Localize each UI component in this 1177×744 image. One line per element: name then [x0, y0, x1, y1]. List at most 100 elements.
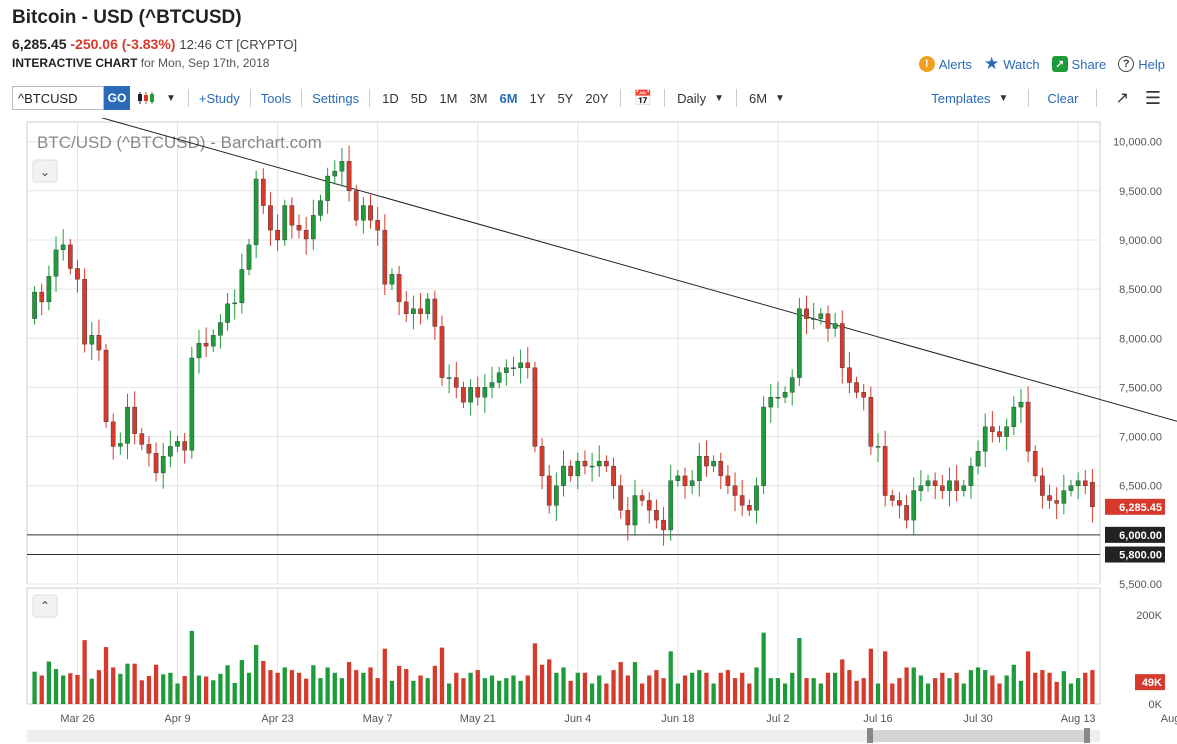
volume-bar	[625, 675, 630, 704]
volume-bar	[647, 675, 652, 704]
candle	[182, 441, 188, 451]
range-20y[interactable]: 20Y	[585, 90, 609, 106]
candle	[768, 397, 774, 408]
candle	[525, 362, 531, 368]
volume-bar	[668, 651, 673, 704]
share-button[interactable]: ↗ Share	[1051, 54, 1106, 74]
calendar-icon[interactable]: 📅	[633, 90, 653, 107]
candle	[696, 456, 702, 481]
volume-bar	[461, 678, 466, 704]
time-scrollbar[interactable]	[27, 730, 1100, 742]
volume-bar	[46, 661, 52, 704]
candle	[975, 451, 981, 467]
range-5d[interactable]: 5D	[410, 90, 428, 106]
volume-bar	[275, 672, 280, 704]
price-chart[interactable]: Mar 26 Apr 9 Apr 23 May 7 May 21 Jun 4 Jun 18 J…	[0, 88, 1177, 744]
volume-bar	[282, 667, 287, 704]
volume-bar	[82, 640, 87, 704]
tools-button[interactable]: Tools	[260, 90, 292, 106]
volume-bar	[146, 675, 152, 704]
candle	[218, 322, 223, 336]
volume-bar	[968, 670, 974, 704]
candle	[39, 291, 45, 303]
settings-button[interactable]: Settings	[312, 90, 360, 106]
volume-bar	[654, 670, 659, 704]
interval-dropdown[interactable]: Daily ▼	[671, 91, 730, 106]
range-1d[interactable]: 1D	[382, 90, 399, 106]
interactive-chart-label: INTERACTIVE CHART	[12, 56, 138, 70]
candle	[210, 335, 216, 347]
volume-bar	[439, 647, 445, 704]
candle	[897, 500, 902, 506]
candle	[260, 178, 266, 206]
volume-bar	[211, 680, 216, 704]
volume-bar	[804, 678, 809, 704]
volume-bar	[582, 672, 588, 704]
range-1m[interactable]: 1M	[439, 90, 458, 106]
help-button[interactable]: ? Help	[1118, 54, 1165, 74]
range-3m[interactable]: 3M	[469, 90, 488, 106]
chevron-down-icon: ▼	[714, 92, 724, 104]
x-tick-label: Mar 26	[60, 713, 94, 725]
candle	[889, 495, 895, 501]
menu-icon[interactable]: ☰	[1144, 87, 1161, 108]
volume-bar	[389, 680, 395, 704]
volume-bar	[554, 672, 559, 704]
volume-bar	[575, 672, 580, 704]
range-6m[interactable]: 6M	[499, 90, 518, 106]
volume-bar	[454, 672, 459, 704]
volume-bar	[239, 659, 244, 704]
add-study-button[interactable]: +Study	[198, 90, 240, 106]
volume-bar	[933, 678, 938, 704]
volume-tick-label: 0K	[1149, 699, 1163, 711]
candle	[118, 443, 123, 447]
watch-button[interactable]: ★ Watch	[984, 54, 1040, 74]
volume-bar	[525, 675, 530, 704]
candle	[775, 397, 781, 399]
scrollbar-thumb[interactable]	[870, 730, 1087, 742]
chart-area[interactable]: Mar 26 Apr 9 Apr 23 May 7 May 21 Jun 4 Jun 18 J…	[0, 88, 1177, 744]
templates-dropdown[interactable]: Templates ▼	[925, 91, 1014, 106]
volume-bar	[1090, 670, 1095, 704]
y-tick-label: 7,500.00	[1119, 382, 1162, 394]
alerts-button[interactable]: ! Alerts	[918, 54, 972, 74]
clear-button[interactable]: Clear	[1047, 90, 1079, 106]
candle	[632, 495, 638, 526]
help-icon: ?	[1118, 56, 1135, 72]
volume-bar	[832, 672, 838, 704]
price-tag-label: 6,285.45	[1119, 502, 1162, 514]
volume-bar	[1040, 670, 1045, 704]
range-1y[interactable]: 1Y	[529, 90, 546, 106]
volume-collapse-button[interactable]	[32, 594, 58, 618]
expand-icon[interactable]: ↗	[1115, 90, 1129, 107]
candle	[82, 279, 87, 345]
volume-bar	[682, 675, 688, 704]
price-tag	[1105, 498, 1165, 515]
chart-type-dropdown[interactable]: ▼	[130, 91, 182, 105]
x-tick-label: Apr 9	[164, 713, 190, 725]
scrollbar-handle-left[interactable]	[867, 728, 873, 743]
candle	[282, 205, 288, 241]
volume-tick-label: 200K	[1136, 610, 1162, 622]
volume-bar	[925, 683, 931, 704]
go-button[interactable]: GO	[104, 86, 130, 110]
volume-bar	[368, 667, 373, 704]
scrollbar-handle-right[interactable]	[1084, 728, 1090, 743]
candle	[596, 460, 602, 467]
volume-bar	[153, 664, 159, 704]
volume-bar	[196, 675, 202, 704]
candle	[232, 302, 238, 305]
range-5y[interactable]: 5Y	[557, 90, 574, 106]
volume-bar	[639, 683, 645, 704]
volume-bar	[482, 678, 488, 704]
last-price: 6,285.45	[12, 36, 67, 52]
candle	[682, 475, 688, 486]
symbol-input[interactable]	[12, 86, 104, 110]
collapse-button[interactable]	[32, 159, 58, 183]
volume-bar	[346, 662, 352, 704]
candle	[532, 367, 538, 447]
candle	[611, 465, 616, 486]
chevron-down-icon: ▼	[998, 92, 1009, 104]
candle	[554, 485, 559, 506]
period-dropdown[interactable]: 6M ▼	[743, 91, 791, 106]
